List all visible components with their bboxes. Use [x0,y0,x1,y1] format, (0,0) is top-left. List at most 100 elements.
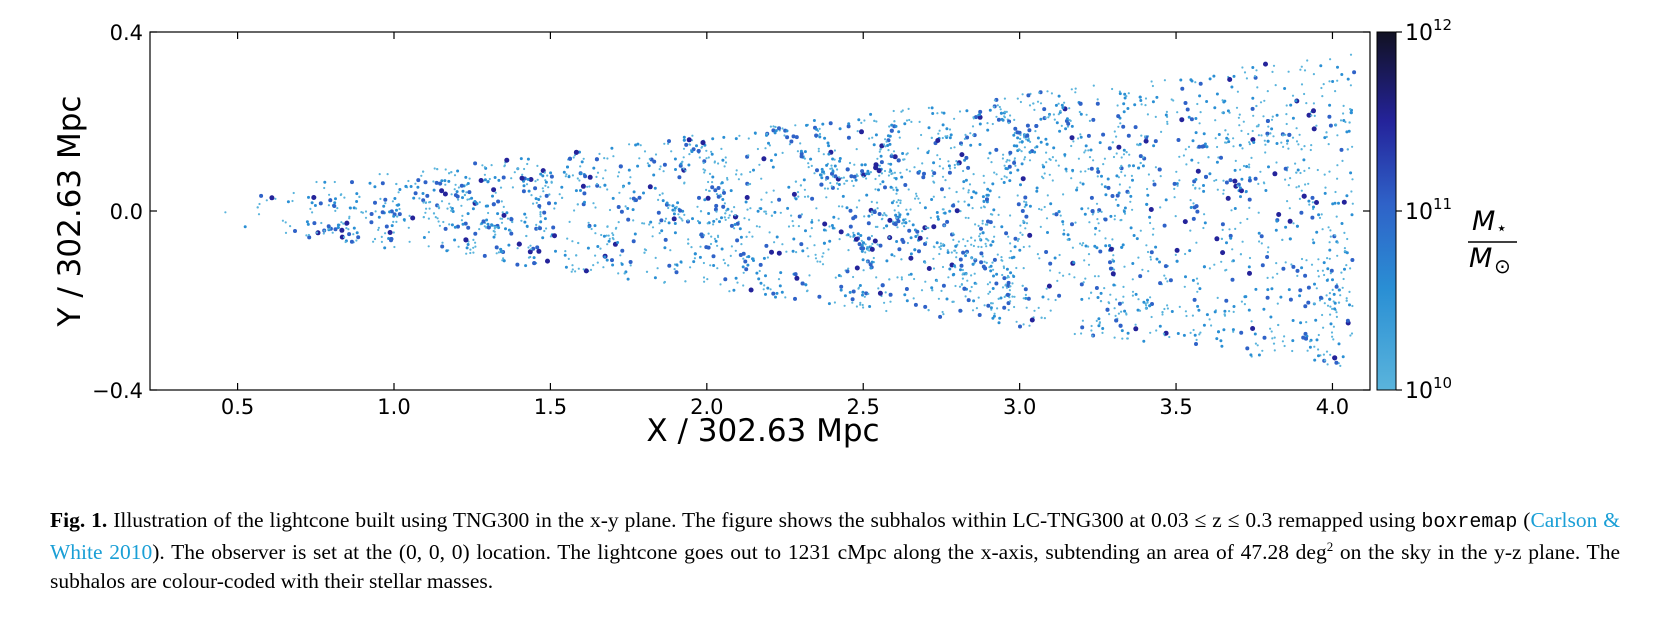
subhalo-point [907,107,910,110]
subhalo-point [996,307,999,310]
subhalo-point [1154,245,1158,249]
subhalo-point [528,177,534,182]
subhalo-point [1112,254,1115,257]
subhalo-point [450,209,453,212]
subhalo-point [887,174,891,177]
subhalo-point [547,201,551,206]
subhalo-point [809,235,812,238]
subhalo-point [1089,166,1094,171]
subhalo-point [885,259,889,263]
subhalo-point [594,157,599,162]
subhalo-point [755,225,759,228]
subhalo-point [764,243,769,248]
subhalo-point [504,227,507,231]
subhalo-point [1103,217,1108,222]
subhalo-point [848,290,852,294]
subhalo-point [1332,300,1335,303]
subhalo-point [1262,115,1265,118]
subhalo-point [656,267,659,270]
subhalo-point [1300,266,1304,270]
subhalo-point [1033,108,1036,111]
subhalo-point [383,197,388,202]
subhalo-point [941,175,945,178]
subhalo-point [524,264,528,268]
subhalo-point [867,172,871,176]
subhalo-point [619,209,624,214]
subhalo-point [457,245,460,248]
subhalo-point [549,235,553,238]
subhalo-point [746,208,749,211]
subhalo-point [672,212,676,216]
subhalo-point [893,171,897,174]
subhalo-point [788,143,792,146]
subhalo-point [925,241,928,244]
subhalo-point [620,248,625,253]
subhalo-point [907,188,910,191]
subhalo-point [889,154,894,159]
subhalo-point [914,197,917,200]
subhalo-point [499,186,503,189]
subhalo-point [990,161,993,164]
subhalo-point [1295,140,1299,143]
subhalo-point [1095,101,1100,106]
subhalo-point [610,258,614,263]
subhalo-point [648,157,651,161]
subhalo-point [1151,100,1155,104]
subhalo-point [896,276,899,279]
subhalo-point [980,245,983,249]
subhalo-point [1265,131,1270,136]
subhalo-point [890,153,893,156]
subhalo-point [647,184,653,190]
subhalo-point [993,225,996,228]
subhalo-point [494,191,497,194]
subhalo-point [629,264,632,267]
subhalo-point [1137,298,1140,301]
subhalo-point [847,122,851,126]
subhalo-point [1002,276,1007,281]
subhalo-point [854,265,860,271]
subhalo-point [1163,307,1166,311]
subhalo-point [1303,69,1307,72]
subhalo-point [745,235,748,238]
subhalo-point [537,204,542,208]
subhalo-point [1261,349,1264,352]
subhalo-point [1225,241,1228,245]
subhalo-point [1014,164,1017,167]
subhalo-point [1084,149,1087,152]
subhalo-point [869,246,875,252]
subhalo-point [501,217,504,220]
subhalo-point [1004,167,1008,170]
subhalo-point [1259,234,1264,239]
subhalo-point [793,296,797,301]
caption-citation-link[interactable]: Carlson & White 2010 [50,508,1620,564]
subhalo-point [1221,228,1224,231]
subhalo-point [1243,71,1247,74]
subhalo-point [1246,217,1249,221]
subhalo-point [1241,240,1244,243]
subhalo-point [1263,61,1268,67]
subhalo-point [895,201,898,204]
subhalo-point [728,290,731,293]
subhalo-point [990,302,993,305]
subhalo-point [1062,223,1065,226]
subhalo-point [859,129,864,135]
subhalo-point [957,200,960,203]
subhalo-point [1003,164,1006,167]
subhalo-point [549,174,554,179]
subhalo-point [574,189,578,193]
subhalo-point [1155,257,1159,261]
subhalo-point [742,257,745,260]
subhalo-point [974,258,977,261]
subhalo-point [892,188,895,191]
subhalo-point [1319,64,1323,68]
subhalo-point [564,265,568,269]
subhalo-point [1350,190,1353,193]
subhalo-point [373,185,377,189]
subhalo-point [1036,136,1040,140]
subhalo-point [1170,310,1174,313]
subhalo-point [531,246,536,251]
subhalo-point [436,168,439,171]
subhalo-point [1138,95,1142,99]
subhalo-point [905,119,909,122]
subhalo-point [787,185,791,189]
